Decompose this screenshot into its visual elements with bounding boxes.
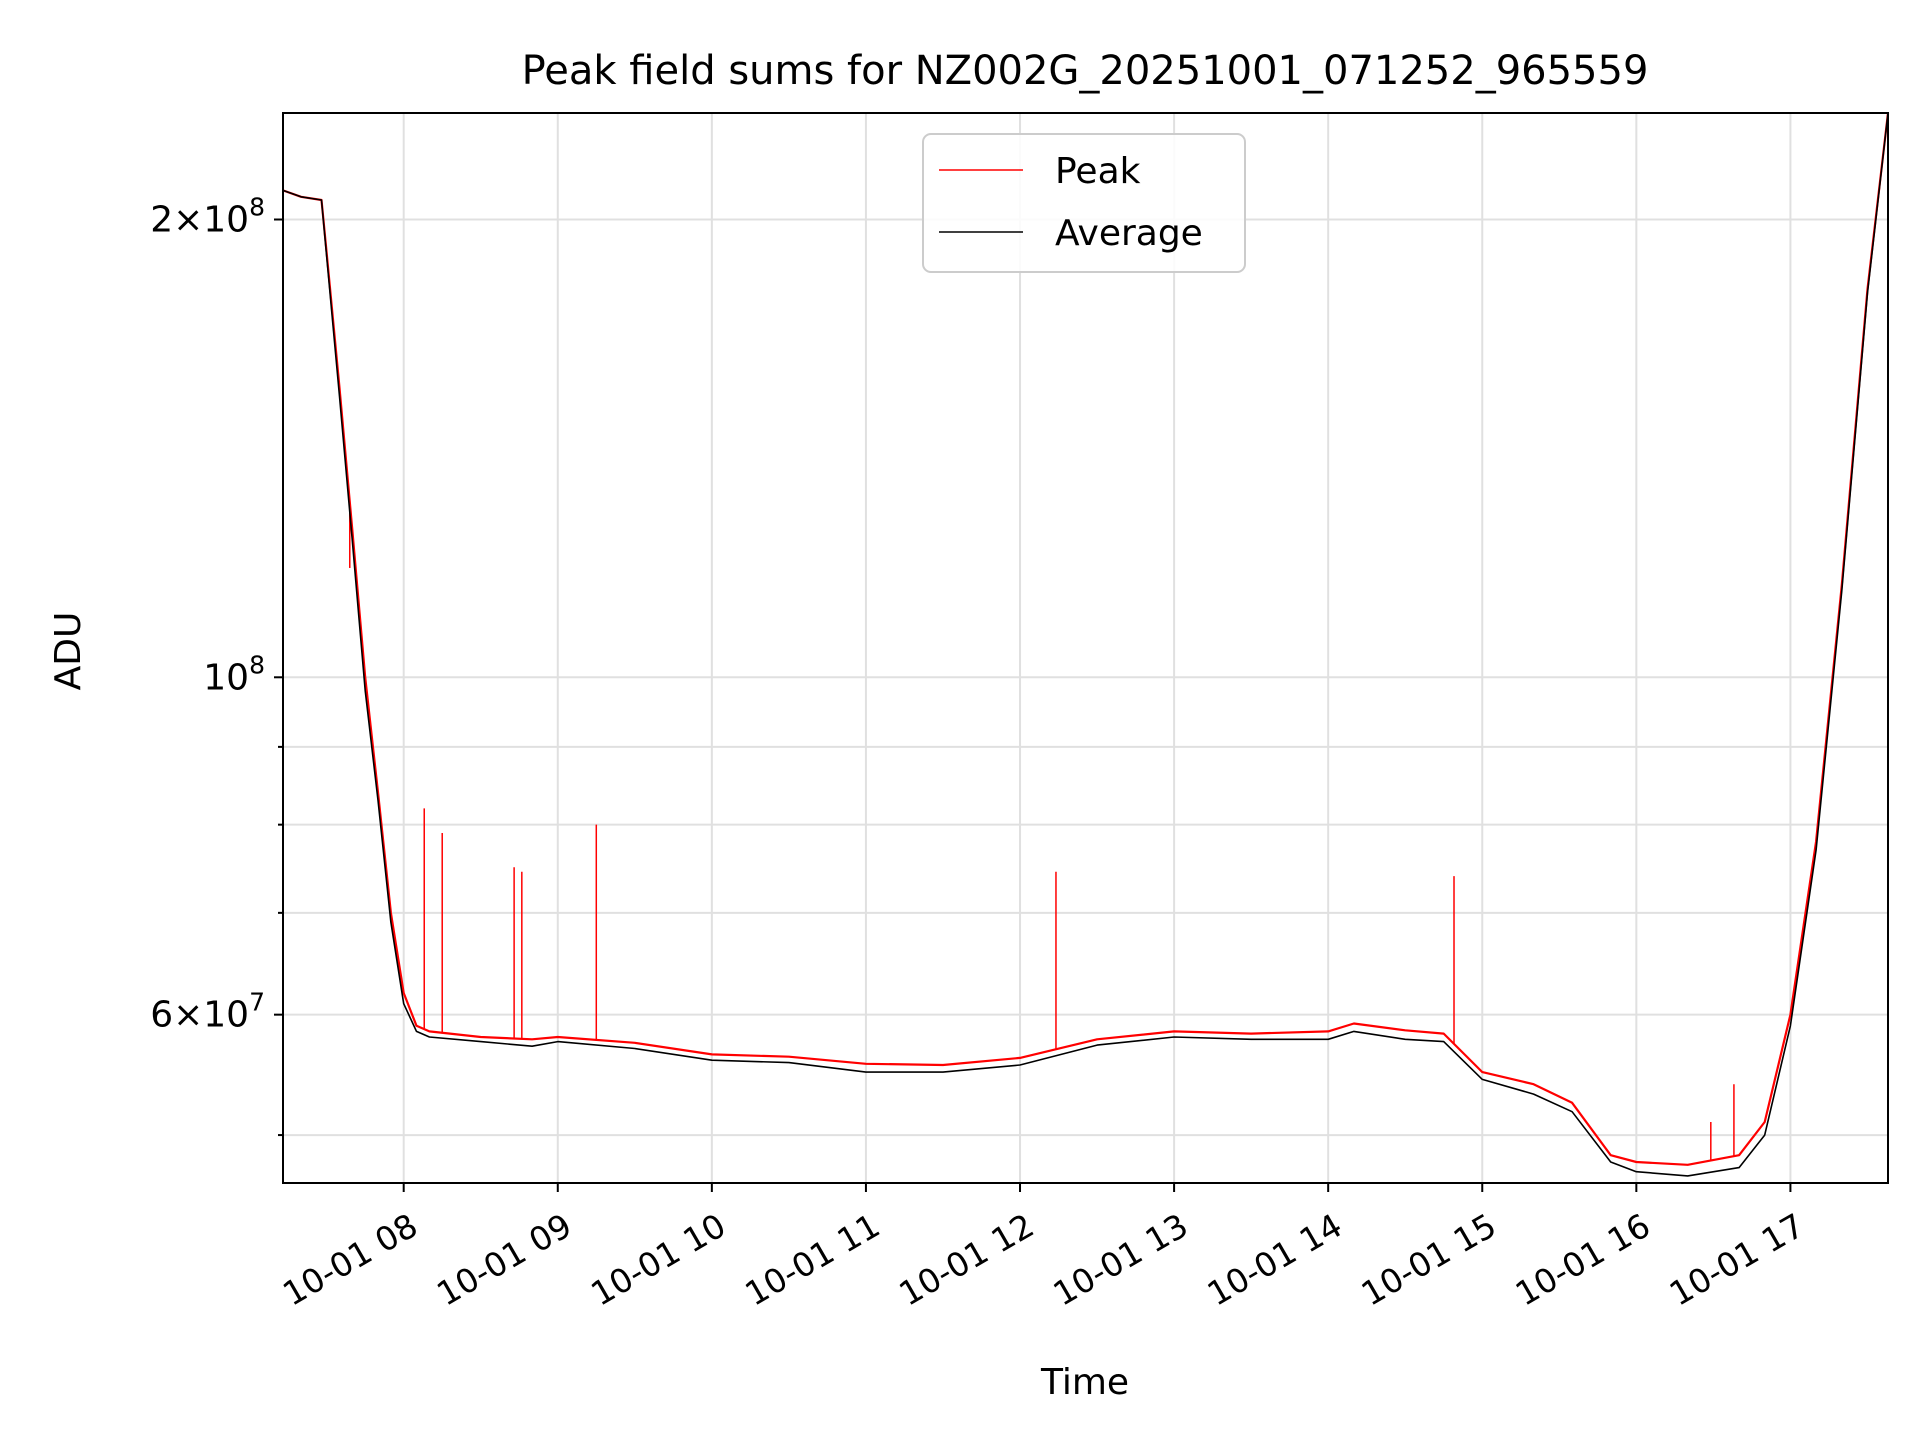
x-tick-label: 10-01 10 <box>584 1206 732 1314</box>
x-tick-label: 10-01 14 <box>1201 1206 1349 1314</box>
x-tick-label: 10-01 11 <box>738 1206 886 1314</box>
legend-box <box>922 133 1246 273</box>
grid-lines <box>283 113 1888 1183</box>
series-line-peak <box>282 112 1890 1166</box>
x-tick-label: 10-01 08 <box>276 1206 424 1314</box>
x-tick-label: 10-01 17 <box>1663 1206 1811 1314</box>
x-tick-label: 10-01 09 <box>430 1206 578 1314</box>
legend-label-peak: Peak <box>1055 151 1141 192</box>
legend-label-average: Average <box>1055 213 1203 254</box>
y-tick-label: 108 <box>203 650 265 698</box>
series-lines <box>282 112 1890 1177</box>
x-tick-label: 10-01 12 <box>892 1206 1040 1314</box>
series-peak <box>282 112 1890 1166</box>
series-line-average <box>282 112 1889 1177</box>
y-tick-label: 2×108 <box>150 193 265 241</box>
legend: Peak Average <box>922 133 1246 273</box>
x-axis-label: Time <box>1040 1362 1129 1403</box>
y-axis-label: ADU <box>48 612 89 691</box>
chart-title: Peak field sums for NZ002G_20251001_0712… <box>522 48 1649 94</box>
series-average <box>282 112 1889 1177</box>
y-tick-label: 6×107 <box>150 988 265 1036</box>
x-tick-label: 10-01 13 <box>1046 1206 1194 1314</box>
plot-frame <box>282 112 1889 1184</box>
x-tick-label: 10-01 15 <box>1355 1206 1503 1314</box>
axes: 10-01 08 10-01 09 10-01 10 10-01 11 10-01 12… <box>150 193 1811 1314</box>
x-tick-label: 10-01 16 <box>1509 1206 1657 1314</box>
